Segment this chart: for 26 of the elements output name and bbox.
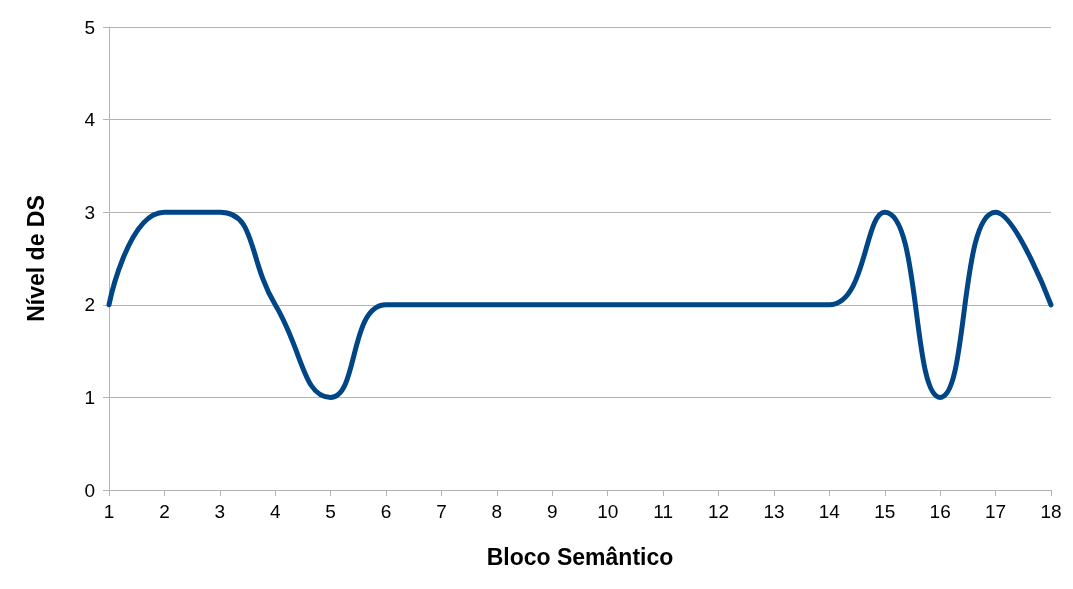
x-tick-label: 15 [874, 501, 896, 522]
x-tick-label: 14 [818, 501, 841, 522]
y-axis-title: Nível de DS [22, 195, 49, 322]
x-tick-label: 8 [491, 501, 503, 522]
x-tick-label: 9 [547, 501, 558, 522]
x-tick-label: 18 [1040, 501, 1062, 522]
y-tick-label: 2 [84, 294, 95, 316]
x-axis-title: Bloco Semântico [486, 543, 674, 570]
y-tick-label: 4 [84, 109, 96, 131]
x-tick-label: 12 [707, 501, 730, 522]
x-tick-label: 17 [985, 501, 1007, 522]
x-tick-label: 4 [269, 501, 281, 522]
x-tick-label: 1 [103, 501, 115, 522]
x-tick-label: 5 [325, 501, 336, 522]
x-tick-label: 16 [929, 501, 951, 522]
x-tick-label: 10 [597, 501, 619, 522]
y-tick-label: 0 [84, 479, 95, 501]
y-tick-label: 5 [84, 16, 95, 38]
x-tick-label: 11 [653, 501, 673, 522]
x-tick-label: 13 [763, 501, 785, 522]
y-tick-label: 3 [84, 201, 95, 223]
x-tick-label: 7 [436, 501, 447, 522]
y-tick-label: 1 [84, 386, 95, 408]
x-tick-label: 2 [159, 501, 170, 522]
x-tick-label: 3 [214, 501, 226, 522]
x-tick-label: 6 [380, 501, 392, 522]
